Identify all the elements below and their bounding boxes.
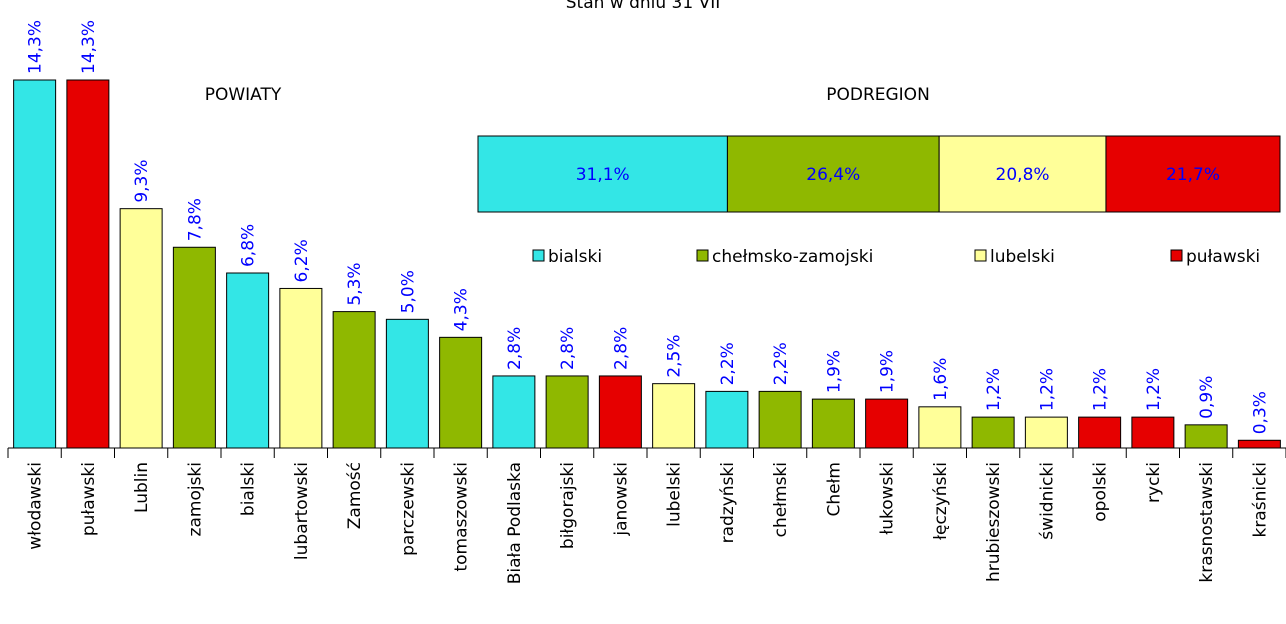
x-tick-label: łukowski [878, 462, 898, 535]
subtitle: POWIATY [205, 85, 282, 105]
bar [918, 406, 962, 449]
value-label: 5,3% [345, 262, 365, 305]
bar-segment [477, 135, 728, 213]
x-tick-label: świdnicki [1037, 462, 1057, 540]
value-label: 1,9% [824, 350, 844, 393]
x-tick-label: kraśnicki [1250, 462, 1270, 538]
bar [226, 272, 270, 449]
value-label: 2,8% [505, 327, 525, 370]
bar [811, 398, 855, 449]
x-tick-label: radzyński [718, 462, 738, 543]
bar [385, 318, 429, 449]
value-label: 4,3% [452, 288, 472, 331]
x-tick-label: lubelski [665, 462, 685, 527]
bar [439, 336, 483, 449]
bar [492, 375, 536, 449]
value-label: 2,2% [718, 342, 738, 385]
bar [705, 390, 749, 449]
x-tick-label: tomaszowski [452, 462, 472, 572]
legend-swatch [1170, 249, 1183, 262]
value-label: 1,2% [1144, 368, 1164, 411]
bar [66, 79, 110, 449]
x-tick-label: hrubieszowski [984, 462, 1004, 582]
x-tick-label: janowski [611, 462, 631, 537]
bar-segment [938, 135, 1107, 213]
bar [279, 287, 323, 449]
value-label: 14,3% [26, 20, 46, 74]
x-tick-label: łęczyński [931, 462, 951, 540]
bar [1131, 416, 1175, 449]
value-label: 2,8% [611, 327, 631, 370]
value-label: 26,4% [806, 165, 860, 185]
chart-title: Stan w dniu 31 VII [566, 0, 721, 13]
bar [119, 208, 163, 449]
bar [332, 311, 376, 449]
bar [598, 375, 642, 449]
bar [758, 390, 802, 449]
bar [545, 375, 589, 449]
value-label: 20,8% [996, 165, 1050, 185]
value-label: 5,0% [398, 270, 418, 313]
legend-label: bialski [548, 247, 602, 267]
bar [652, 383, 696, 449]
value-label: 1,6% [931, 358, 951, 401]
value-label: 14,3% [79, 20, 99, 74]
value-label: 2,5% [665, 334, 685, 377]
bar [971, 416, 1015, 449]
podregion-title: PODREGION [826, 85, 930, 105]
x-tick-label: biłgorajski [558, 462, 578, 549]
x-tick-label: włodawski [26, 462, 46, 550]
bar [13, 79, 57, 449]
x-tick-label: lubartowski [292, 462, 312, 560]
value-label: 2,8% [558, 327, 578, 370]
x-tick-label: bialski [239, 462, 259, 516]
value-label: 1,2% [1091, 368, 1111, 411]
legend-label: lubelski [990, 247, 1055, 267]
x-tick-label: krasnostawski [1197, 462, 1217, 583]
x-tick-label: Biała Podlaska [505, 462, 525, 584]
x-tick-label: parczewski [398, 462, 418, 556]
x-tick-label: puławski [79, 462, 99, 536]
x-tick-label: opolski [1091, 462, 1111, 522]
legend-swatch [532, 249, 545, 262]
bar [1078, 416, 1122, 449]
value-label: 21,7% [1166, 165, 1220, 185]
x-tick-label: Zamość [345, 462, 365, 529]
x-tick-label: Lublin [132, 462, 152, 513]
bar-segment [726, 135, 940, 213]
x-tick-label: Chełm [824, 462, 844, 517]
value-label: 7,8% [185, 198, 205, 241]
value-label: 31,1% [576, 165, 630, 185]
x-tick-label: rycki [1144, 462, 1164, 503]
value-label: 9,3% [132, 159, 152, 202]
value-label: 6,8% [239, 224, 259, 267]
bar [172, 246, 216, 449]
x-tick-label: zamojski [185, 462, 205, 536]
value-label: 0,3% [1250, 391, 1270, 434]
bar-segment [1105, 135, 1281, 213]
bar [1237, 439, 1281, 449]
legend-swatch [696, 249, 709, 262]
value-label: 2,2% [771, 342, 791, 385]
value-label: 6,2% [292, 239, 312, 282]
bar [1024, 416, 1068, 449]
value-label: 1,9% [878, 350, 898, 393]
legend-label: chełmsko-zamojski [712, 247, 873, 267]
bar [1184, 424, 1228, 449]
legend-label: puławski [1186, 247, 1260, 267]
value-label: 1,2% [1037, 368, 1057, 411]
value-label: 1,2% [984, 368, 1004, 411]
x-tick-label: chełmski [771, 462, 791, 537]
bar [865, 398, 909, 449]
legend-swatch [974, 249, 987, 262]
value-label: 0,9% [1197, 376, 1217, 419]
